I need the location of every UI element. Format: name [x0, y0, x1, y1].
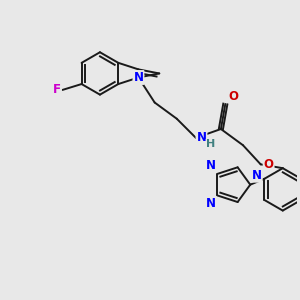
Text: N: N [206, 160, 216, 172]
Text: O: O [229, 89, 239, 103]
Text: O: O [264, 158, 274, 171]
Text: N: N [252, 169, 262, 182]
Text: N: N [196, 131, 206, 144]
Text: N: N [134, 71, 143, 84]
Text: H: H [206, 139, 215, 149]
Text: N: N [206, 197, 216, 210]
Text: F: F [53, 83, 61, 96]
